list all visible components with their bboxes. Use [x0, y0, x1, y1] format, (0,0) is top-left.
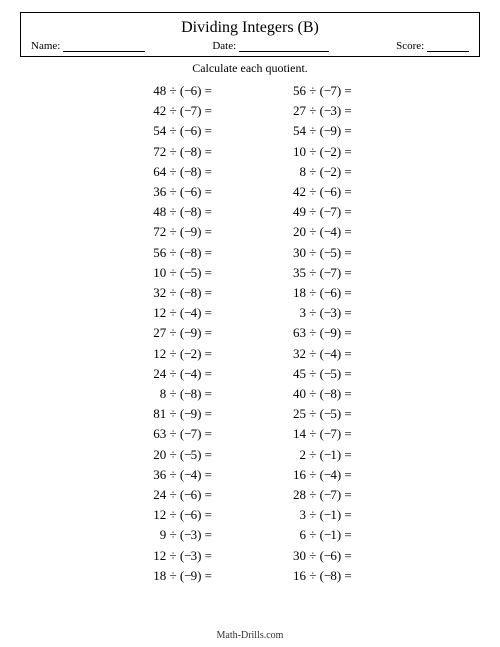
problem: 36 ÷ (−4) = [148, 465, 212, 485]
problem: 2 ÷ (−1) = [288, 445, 352, 465]
problem: 10 ÷ (−2) = [288, 142, 352, 162]
problem: 3 ÷ (−3) = [288, 303, 352, 323]
problem: 9 ÷ (−3) = [148, 525, 212, 545]
problem: 48 ÷ (−8) = [148, 202, 212, 222]
score-label: Score: [396, 40, 424, 52]
problem: 42 ÷ (−6) = [288, 182, 352, 202]
problem: 56 ÷ (−8) = [148, 243, 212, 263]
problem: 81 ÷ (−9) = [148, 404, 212, 424]
problem: 25 ÷ (−5) = [288, 404, 352, 424]
problem: 27 ÷ (−9) = [148, 323, 212, 343]
name-blank[interactable] [63, 40, 145, 52]
problem: 14 ÷ (−7) = [288, 424, 352, 444]
problem: 16 ÷ (−4) = [288, 465, 352, 485]
problem: 63 ÷ (−7) = [148, 424, 212, 444]
problem: 72 ÷ (−8) = [148, 142, 212, 162]
problem: 30 ÷ (−5) = [288, 243, 352, 263]
problem: 30 ÷ (−6) = [288, 546, 352, 566]
problem: 16 ÷ (−8) = [288, 566, 352, 586]
problem: 64 ÷ (−8) = [148, 162, 212, 182]
worksheet-page: Dividing Integers (B) Name: Date: Score:… [0, 0, 500, 647]
problem: 12 ÷ (−6) = [148, 505, 212, 525]
problem: 49 ÷ (−7) = [288, 202, 352, 222]
problem: 6 ÷ (−1) = [288, 525, 352, 545]
problem: 42 ÷ (−7) = [148, 101, 212, 121]
problem: 12 ÷ (−3) = [148, 546, 212, 566]
score-blank[interactable] [427, 40, 469, 52]
problem: 3 ÷ (−1) = [288, 505, 352, 525]
instruction-text: Calculate each quotient. [20, 61, 480, 76]
problem: 56 ÷ (−7) = [288, 81, 352, 101]
problem: 54 ÷ (−9) = [288, 121, 352, 141]
date-label: Date: [212, 40, 236, 52]
meta-row: Name: Date: Score: [31, 40, 469, 52]
header-frame: Dividing Integers (B) Name: Date: Score: [20, 12, 480, 57]
date-blank[interactable] [239, 40, 329, 52]
problem: 12 ÷ (−4) = [148, 303, 212, 323]
right-column: 56 ÷ (−7) =27 ÷ (−3) =54 ÷ (−9) =10 ÷ (−… [288, 81, 352, 586]
name-label: Name: [31, 40, 60, 52]
problem: 10 ÷ (−5) = [148, 263, 212, 283]
problem: 20 ÷ (−5) = [148, 445, 212, 465]
problem: 45 ÷ (−5) = [288, 364, 352, 384]
problem: 54 ÷ (−6) = [148, 121, 212, 141]
footer-text: Math-Drills.com [0, 630, 500, 641]
problem: 8 ÷ (−2) = [288, 162, 352, 182]
problem: 27 ÷ (−3) = [288, 101, 352, 121]
problem: 72 ÷ (−9) = [148, 222, 212, 242]
problem: 18 ÷ (−6) = [288, 283, 352, 303]
problem: 40 ÷ (−8) = [288, 384, 352, 404]
problem-columns: 48 ÷ (−6) =42 ÷ (−7) =54 ÷ (−6) =72 ÷ (−… [20, 81, 480, 586]
problem: 18 ÷ (−9) = [148, 566, 212, 586]
left-column: 48 ÷ (−6) =42 ÷ (−7) =54 ÷ (−6) =72 ÷ (−… [148, 81, 212, 586]
worksheet-title: Dividing Integers (B) [31, 19, 469, 37]
problem: 24 ÷ (−6) = [148, 485, 212, 505]
score-field: Score: [396, 40, 469, 52]
date-field: Date: [212, 40, 329, 52]
problem: 35 ÷ (−7) = [288, 263, 352, 283]
problem: 12 ÷ (−2) = [148, 344, 212, 364]
problem: 48 ÷ (−6) = [148, 81, 212, 101]
problem: 32 ÷ (−8) = [148, 283, 212, 303]
problem: 8 ÷ (−8) = [148, 384, 212, 404]
problem: 24 ÷ (−4) = [148, 364, 212, 384]
problem: 36 ÷ (−6) = [148, 182, 212, 202]
problem: 20 ÷ (−4) = [288, 222, 352, 242]
problem: 28 ÷ (−7) = [288, 485, 352, 505]
problem: 63 ÷ (−9) = [288, 323, 352, 343]
problem: 32 ÷ (−4) = [288, 344, 352, 364]
name-field: Name: [31, 40, 145, 52]
